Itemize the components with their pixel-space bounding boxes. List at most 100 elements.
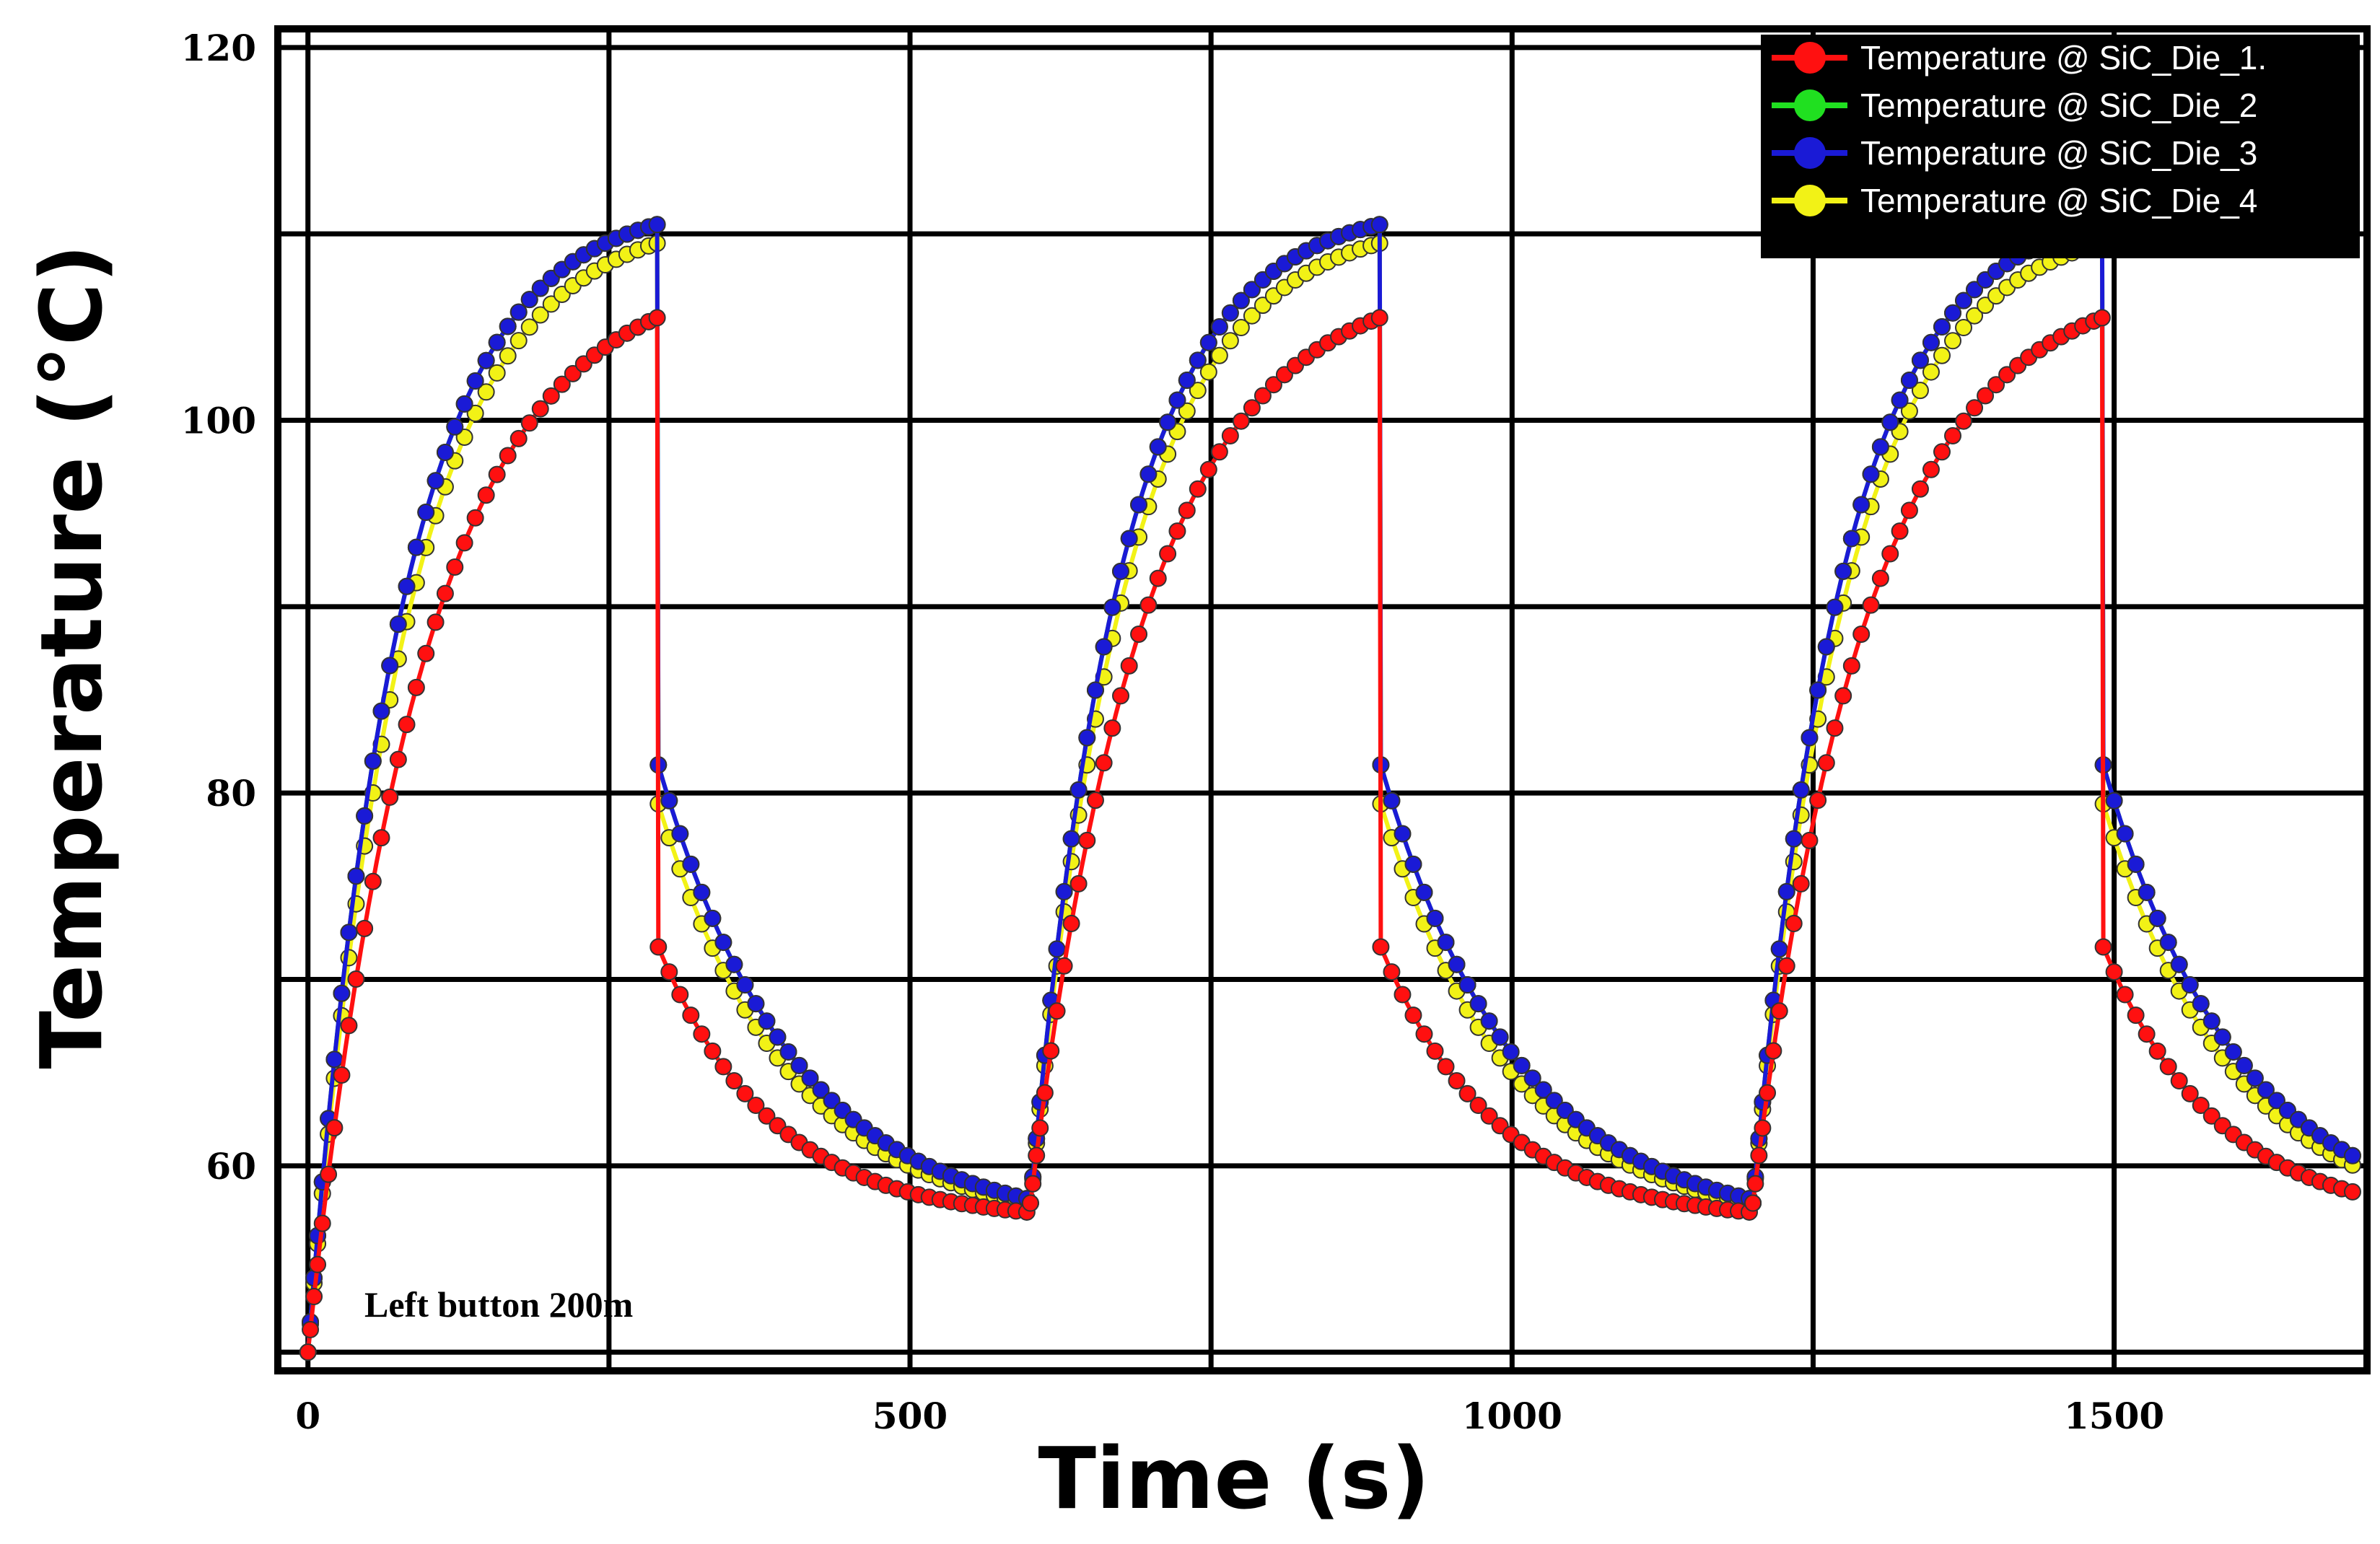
data-point [1759, 1084, 1777, 1102]
data-point [1062, 915, 1080, 933]
data-point [1404, 855, 1422, 873]
data-point [488, 364, 506, 382]
data-point [1048, 940, 1066, 958]
data-point [446, 558, 464, 576]
data-point [2138, 883, 2156, 901]
data-point [1370, 216, 1388, 234]
data-point [779, 1043, 797, 1061]
data-point [436, 584, 454, 602]
data-point [488, 465, 506, 483]
data-point [398, 716, 416, 734]
legend-marker [1794, 185, 1826, 216]
data-point [2116, 825, 2134, 843]
data-point [1469, 995, 1487, 1013]
data-point [1437, 1058, 1455, 1076]
data-point [1437, 934, 1455, 952]
data-point [466, 509, 484, 527]
data-point [1900, 372, 1918, 390]
data-point [417, 504, 435, 522]
data-point [1069, 874, 1088, 892]
data-point [1777, 957, 1795, 975]
data-point [2138, 1025, 2156, 1043]
data-point [2148, 909, 2166, 927]
data-point [466, 404, 484, 422]
data-point [1048, 1002, 1066, 1020]
data-point [2192, 995, 2210, 1013]
data-point [1078, 831, 1096, 849]
data-point [790, 1056, 808, 1074]
data-point [2116, 986, 2134, 1004]
x-axis-title: Time (s) [1038, 1429, 1430, 1528]
data-point [1754, 1119, 1772, 1137]
data-point [1480, 1107, 1498, 1125]
data-point [1139, 465, 1158, 483]
data-point [693, 883, 711, 901]
data-point [1513, 1056, 1531, 1074]
data-point [531, 400, 549, 418]
data-point [1826, 598, 1844, 616]
data-point [1966, 399, 1984, 417]
data-point [1792, 781, 1810, 799]
data-point [2127, 1006, 2145, 1025]
legend-marker [1794, 42, 1826, 74]
data-point [1770, 1002, 1788, 1020]
data-point [1852, 496, 1871, 514]
data-point [299, 1343, 317, 1361]
data-point [2192, 1097, 2210, 1115]
data-point [714, 1058, 732, 1076]
data-point [320, 1165, 338, 1183]
data-point [704, 1042, 722, 1060]
data-point [1834, 687, 1852, 705]
data-point [1480, 1012, 1498, 1030]
axis-ticks: 0 500 1000 1500 60 80 100 120 [181, 27, 2165, 1437]
data-point [1210, 443, 1228, 461]
data-point [769, 1028, 787, 1046]
data-point [1130, 496, 1148, 514]
data-point [1168, 391, 1186, 409]
data-point [1031, 1119, 1049, 1137]
data-point [356, 807, 374, 825]
legend-label: Temperature @ SiC_Die_4 [1860, 182, 2257, 219]
data-point [1103, 719, 1121, 737]
data-point [340, 1017, 358, 1035]
data-point [1933, 318, 1951, 336]
data-point [2170, 955, 2188, 973]
data-point [340, 924, 358, 942]
data-point [426, 472, 445, 490]
data-point [1168, 522, 1186, 540]
data-point [477, 351, 495, 369]
data-point [1881, 413, 1899, 431]
data-point [1448, 1072, 1466, 1090]
data-point [1944, 332, 1962, 350]
data-point [477, 486, 495, 504]
data-point [2159, 934, 2177, 952]
data-point [1955, 319, 1973, 337]
data-point [1801, 831, 1819, 849]
data-point [671, 986, 689, 1004]
data-point [1404, 1006, 1422, 1025]
data-point [2181, 1084, 2199, 1102]
data-point [356, 919, 374, 937]
data-point [2343, 1183, 2361, 1201]
data-point [381, 788, 399, 806]
data-point [758, 1107, 776, 1125]
data-point [1149, 438, 1167, 456]
data-point [499, 347, 517, 365]
data-point [333, 1066, 351, 1084]
data-point [671, 825, 689, 843]
data-point [660, 791, 678, 810]
x-tick-label: 1000 [1462, 1395, 1562, 1437]
data-point [1944, 304, 1962, 322]
legend-marker [1794, 89, 1826, 121]
data-point [1095, 754, 1113, 772]
legend-label: Temperature @ SiC_Die_1. [1860, 39, 2267, 76]
data-point [426, 613, 445, 631]
data-point [747, 995, 765, 1013]
legend-label: Temperature @ SiC_Die_2 [1860, 87, 2257, 124]
data-point [823, 1092, 841, 1110]
data-point [1426, 909, 1444, 927]
data-point [1199, 460, 1217, 478]
data-point [1458, 1084, 1476, 1102]
data-point [2105, 791, 2123, 810]
data-point [1210, 346, 1228, 364]
